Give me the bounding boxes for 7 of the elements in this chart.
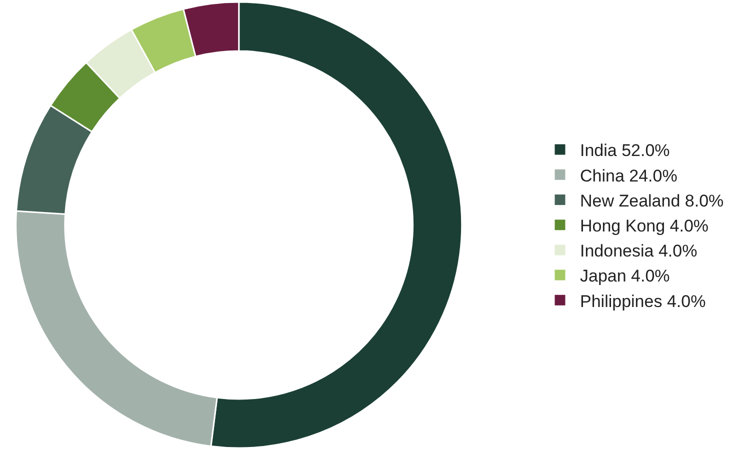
legend-label: Hong Kong 4.0% (580, 216, 709, 236)
legend-label: Japan 4.0% (580, 266, 670, 286)
legend-label: Indonesia 4.0% (580, 242, 698, 261)
legend-label: New Zealand 8.0% (580, 191, 724, 210)
legend-label: India 52.0% (580, 141, 670, 160)
legend-label: China 24.0% (580, 166, 678, 186)
legend-label: Philippines 4.0% (580, 292, 706, 311)
